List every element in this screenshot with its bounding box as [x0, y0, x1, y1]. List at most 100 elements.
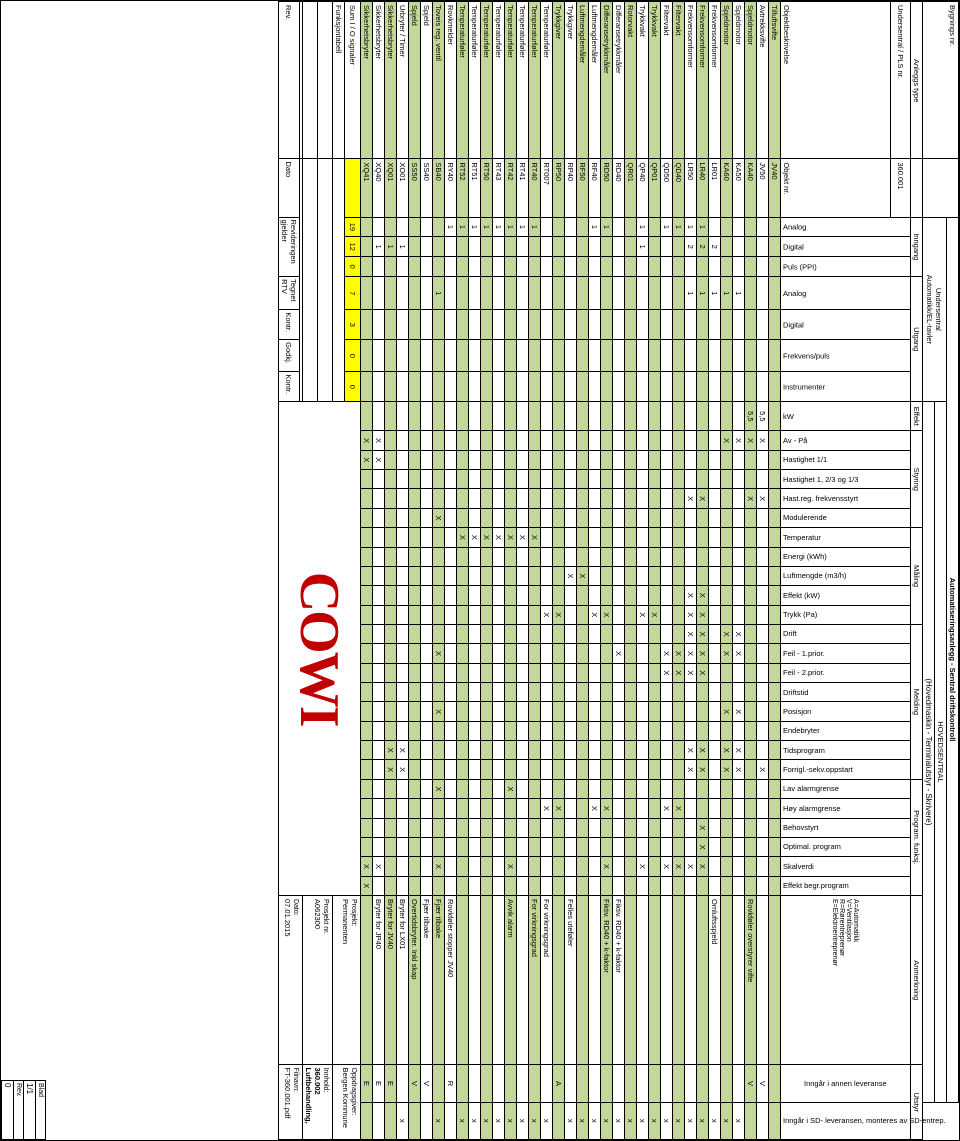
matrix-cell: X — [433, 779, 445, 798]
matrix-cell — [361, 683, 373, 702]
matrix-cell — [529, 586, 541, 605]
matrix-cell — [649, 741, 661, 760]
matrix-cell — [457, 340, 469, 372]
matrix-cell — [577, 528, 589, 547]
matrix-cell — [697, 470, 709, 489]
matrix-cell — [721, 372, 733, 402]
matrix-cell — [637, 799, 649, 818]
matrix-cell — [445, 586, 457, 605]
matrix-cell — [397, 644, 409, 663]
matrix-cell — [721, 450, 733, 469]
matrix-cell — [517, 624, 529, 643]
utstyr-1-cell — [721, 1065, 733, 1102]
matrix-cell: X — [433, 644, 445, 663]
matrix-cell — [409, 683, 421, 702]
matrix-cell — [361, 663, 373, 682]
matrix-cell: X — [697, 837, 709, 856]
matrix-cell — [373, 217, 385, 237]
matrix-cell — [469, 310, 481, 340]
matrix-cell — [613, 702, 625, 721]
matrix-cell: X — [373, 857, 385, 876]
matrix-cell — [361, 402, 373, 431]
matrix-cell — [385, 528, 397, 547]
matrix-cell — [409, 470, 421, 489]
matrix-cell: X — [433, 702, 445, 721]
matrix-cell — [517, 237, 529, 257]
anm-cell: Bryter for JV40 — [385, 895, 397, 1065]
matrix-cell — [601, 837, 613, 856]
matrix-cell — [577, 857, 589, 876]
matrix-cell — [589, 489, 601, 508]
matrix-cell — [565, 644, 577, 663]
matrix-cell — [361, 799, 373, 818]
matrix-cell — [517, 876, 529, 895]
godkj1-label: Godkj. — [279, 340, 300, 372]
matrix-cell: 1 — [505, 217, 517, 237]
matrix-cell — [385, 876, 397, 895]
matrix-cell — [529, 470, 541, 489]
matrix-cell — [649, 431, 661, 450]
matrix-cell — [769, 779, 781, 798]
matrix-cell — [505, 721, 517, 740]
matrix-cell — [589, 663, 601, 682]
matrix-cell — [757, 237, 769, 257]
matrix-cell — [385, 310, 397, 340]
matrix-cell — [541, 257, 553, 277]
matrix-cell — [469, 683, 481, 702]
matrix-cell — [517, 702, 529, 721]
matrix-cell — [445, 372, 457, 402]
matrix-cell: 1 — [445, 217, 457, 237]
matrix-cell — [469, 450, 481, 469]
anm-cell — [469, 895, 481, 1065]
utstyr-1-cell: R — [445, 1065, 457, 1102]
matrix-cell — [529, 310, 541, 340]
matrix-cell — [661, 818, 673, 837]
matrix-cell — [745, 857, 757, 876]
matrix-cell — [529, 876, 541, 895]
matrix-cell — [613, 818, 625, 837]
obj-desc-cell: Temperaturføler — [493, 2, 505, 159]
matrix-cell — [661, 721, 673, 740]
utstyr-1-cell — [529, 1065, 541, 1102]
matrix-cell — [673, 310, 685, 340]
obj-nr-cell: RF50 — [577, 159, 589, 217]
matrix-cell: X — [589, 605, 601, 624]
matrix-cell — [505, 876, 517, 895]
matrix-cell — [757, 566, 769, 585]
matrix-cell: X — [385, 741, 397, 760]
matrix-cell — [721, 528, 733, 547]
matrix-cell — [721, 818, 733, 837]
matrix-cell — [397, 470, 409, 489]
matrix-cell — [601, 402, 613, 431]
matrix-cell — [757, 528, 769, 547]
table-row: SpjeldmotorKA405,5XXRovkføler overstyrer… — [745, 2, 757, 1140]
matrix-cell — [649, 702, 661, 721]
prosjekt-val: Permanenten — [341, 899, 350, 944]
matrix-cell — [505, 818, 517, 837]
matrix-cell — [361, 310, 373, 340]
matrix-cell — [433, 818, 445, 837]
matrix-cell — [673, 624, 685, 643]
grp-styring: Styring — [911, 431, 923, 528]
matrix-cell — [373, 489, 385, 508]
matrix-cell — [553, 402, 565, 431]
matrix-cell — [709, 837, 721, 856]
table-row: RovkmelderRY401Rovkføler stopper JV40R — [445, 2, 457, 1140]
obj-nr-cell: RT51 — [469, 159, 481, 217]
matrix-cell — [577, 702, 589, 721]
matrix-cell — [757, 837, 769, 856]
matrix-cell — [601, 721, 613, 740]
filnavn-label: Filnavn: — [292, 1067, 299, 1092]
matrix-cell — [769, 624, 781, 643]
obj-nr-cell: KA50 — [733, 159, 745, 217]
matrix-cell — [517, 431, 529, 450]
matrix-cell — [745, 799, 757, 818]
matrix-cell — [457, 799, 469, 818]
table-row: TemperaturfølerRT401XFor virkningsgradx — [529, 2, 541, 1140]
matrix-cell — [541, 372, 553, 402]
matrix-cell — [493, 431, 505, 450]
utstyr-2-cell: x — [661, 1102, 673, 1139]
matrix-cell — [769, 310, 781, 340]
matrix-cell — [625, 277, 637, 310]
matrix-cell — [649, 489, 661, 508]
